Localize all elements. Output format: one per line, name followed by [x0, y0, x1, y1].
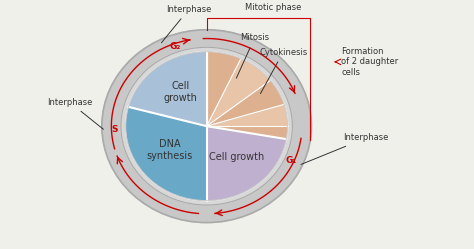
Text: Interphase: Interphase — [301, 133, 389, 165]
Polygon shape — [126, 107, 207, 201]
Polygon shape — [207, 59, 271, 126]
Text: G₂: G₂ — [169, 42, 181, 51]
Text: Cell
growth: Cell growth — [164, 81, 198, 103]
Polygon shape — [207, 52, 241, 126]
Text: S: S — [111, 124, 118, 134]
Text: Formation
of 2 daughter
cells: Formation of 2 daughter cells — [341, 47, 399, 77]
Polygon shape — [207, 126, 288, 139]
Text: Mitosis: Mitosis — [237, 33, 269, 78]
Polygon shape — [207, 104, 288, 126]
Text: Interphase: Interphase — [162, 5, 211, 43]
Text: G₁: G₁ — [285, 156, 297, 165]
Polygon shape — [207, 126, 286, 201]
Text: Mitotic phase: Mitotic phase — [245, 3, 301, 12]
Polygon shape — [207, 80, 284, 126]
Ellipse shape — [126, 52, 288, 201]
Ellipse shape — [102, 30, 311, 223]
Ellipse shape — [121, 47, 292, 205]
Text: Cell growth: Cell growth — [210, 152, 264, 162]
Polygon shape — [128, 52, 207, 126]
Text: Cytokinesis: Cytokinesis — [259, 48, 307, 94]
Text: DNA
synthesis: DNA synthesis — [146, 139, 193, 161]
Text: Interphase: Interphase — [47, 98, 103, 129]
